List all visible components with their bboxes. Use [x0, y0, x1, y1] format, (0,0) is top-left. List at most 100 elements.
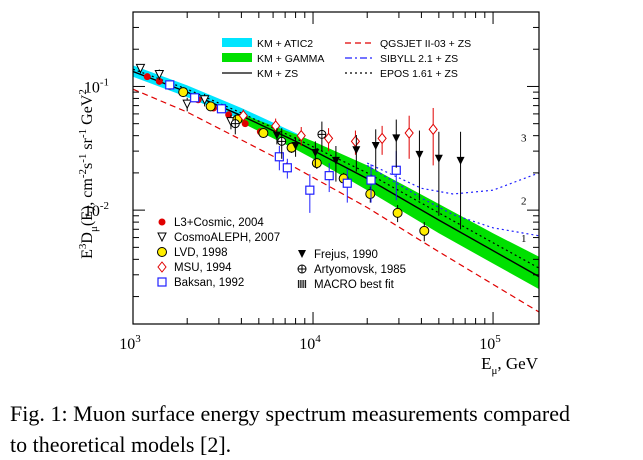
data-point	[415, 150, 424, 159]
figure: 3 2 1 103 104 105 10-1 10-2 KM + ATIC2 KM + GAM…	[77, 11, 540, 377]
series-artyomovsk-1985	[230, 114, 327, 159]
legend-swatch	[222, 53, 252, 62]
legend-label: QGSJET II-03 + ZS	[380, 38, 471, 50]
data-point	[434, 154, 443, 163]
legend-marker	[158, 218, 166, 226]
x-axis-label: Eμ, GeV	[481, 354, 539, 377]
data-point	[272, 131, 281, 140]
legend-label: KM + GAMMA	[257, 53, 324, 65]
data-point	[456, 156, 465, 165]
data-point	[404, 127, 414, 139]
data-point	[428, 123, 438, 136]
curve-label: 3	[521, 132, 527, 144]
legend-marker	[297, 264, 307, 274]
legend-label: CosmoALEPH, 2007	[174, 232, 280, 244]
data-point	[392, 134, 401, 143]
series-baksan-1992	[165, 80, 401, 213]
data-point	[366, 175, 376, 185]
legend-label: EPOS 1.61 + ZS	[380, 68, 458, 80]
legend-marker	[157, 247, 167, 257]
curve-label: 1	[521, 233, 527, 245]
model-legend-backdrop	[215, 28, 477, 90]
legend-entry-km-zs: KM + ZS	[222, 68, 298, 80]
data-point	[277, 136, 287, 146]
legend-entry-msu-1994: MSU, 1994	[157, 261, 232, 274]
legend-entry-baksan-1992: Baksan, 1992	[157, 277, 244, 289]
legend-entry-artyomovsk-1985: Artyomovsk, 1985	[297, 264, 406, 276]
curve-number-labels: 3 2 1	[521, 132, 527, 245]
data-point	[190, 93, 200, 103]
y-tick-label: 10-2	[84, 200, 109, 220]
axes: 103 104 105 10-1 10-2	[84, 11, 539, 353]
legend-entry-cosmoaleph-2007: CosmoALEPH, 2007	[157, 232, 280, 244]
legend-entry-sibyll-2-1-zs: SIBYLL 2.1 + ZS	[345, 53, 458, 65]
legend-entry-qgsjet-ii-03-zs: QGSJET II-03 + ZS	[345, 38, 471, 50]
legend-label: Artyomovsk, 1985	[314, 264, 406, 276]
data-point	[365, 189, 376, 200]
legend: KM + ATIC2 KM + GAMMA KM + ZS QGSJET II-03 …	[157, 38, 471, 291]
data-point	[205, 101, 216, 112]
legend-marker	[157, 261, 167, 273]
data-point	[216, 104, 227, 114]
data-point	[165, 80, 175, 90]
legend-entry-km-gamma: KM + GAMMA	[222, 53, 324, 65]
legend-label: MACRO best fit	[314, 279, 395, 291]
figure-caption: Fig. 1: Muon surface energy spectrum mea…	[10, 401, 570, 457]
data-point	[392, 207, 403, 218]
data-point	[154, 69, 165, 80]
legend-marker	[298, 250, 306, 258]
legend-label: LVD, 1998	[174, 247, 228, 259]
data-point	[143, 73, 151, 81]
data-point	[241, 120, 249, 128]
series-lvd-1998	[178, 87, 430, 242]
legend-marker	[297, 280, 307, 288]
legend-entry-km-atic2: KM + ATIC2	[222, 38, 313, 50]
data-point	[296, 129, 306, 142]
legend-marker	[157, 277, 167, 287]
data-point	[199, 95, 210, 105]
series-msu-1994	[238, 107, 438, 166]
curve-qgsjet-ii-03-zs-3	[133, 88, 539, 313]
data-point	[324, 171, 334, 181]
data-point	[371, 142, 380, 151]
x-tick-label: 104	[299, 333, 321, 353]
data-point	[238, 109, 248, 122]
y-axis-label: E3Dμ(E), cm-2s-1 sr-1 GeV2	[77, 89, 100, 259]
legend-entry-epos-1-61-zs: EPOS 1.61 + ZS	[345, 68, 458, 80]
curve-label: 2	[521, 196, 527, 208]
data-point	[155, 77, 163, 85]
x-tick-label: 105	[479, 333, 501, 353]
legend-marker	[157, 232, 167, 243]
legend-label: Baksan, 1992	[174, 277, 244, 289]
data-points	[135, 63, 465, 242]
data-point	[377, 132, 387, 145]
legend-label: Frejus, 1990	[314, 249, 378, 261]
legend-label: SIBYLL 2.1 + ZS	[380, 53, 458, 65]
data-point	[311, 148, 320, 157]
legend-entry-l3-cosmic-2004: L3+Cosmic, 2004	[158, 217, 264, 229]
data-point	[352, 146, 361, 155]
plot-frame	[132, 11, 540, 325]
series-frejus-1990	[272, 119, 465, 230]
legend-entry-lvd-1998: LVD, 1998	[157, 247, 228, 259]
data-point	[258, 128, 269, 139]
data-point	[342, 178, 352, 188]
data-point	[271, 120, 281, 132]
data-point	[305, 185, 315, 195]
x-tick-label: 103	[119, 333, 141, 353]
data-point	[230, 119, 240, 129]
data-point	[350, 135, 361, 148]
data-point	[419, 225, 430, 236]
data-point	[323, 132, 334, 145]
legend-entry-frejus-1990: Frejus, 1990	[298, 249, 378, 261]
data-point	[331, 156, 340, 165]
plot-area: 3 2 1	[133, 63, 539, 313]
legend-label: MSU, 1994	[174, 262, 232, 274]
data-point	[182, 99, 193, 110]
legend-label: KM + ZS	[257, 68, 298, 80]
curve-sibyll-2-1-zs-5	[366, 162, 539, 195]
curve-sibyll-2-1-zs-4	[366, 164, 539, 237]
data-point	[282, 163, 292, 173]
data-point	[135, 63, 146, 74]
legend-swatch	[222, 38, 252, 47]
